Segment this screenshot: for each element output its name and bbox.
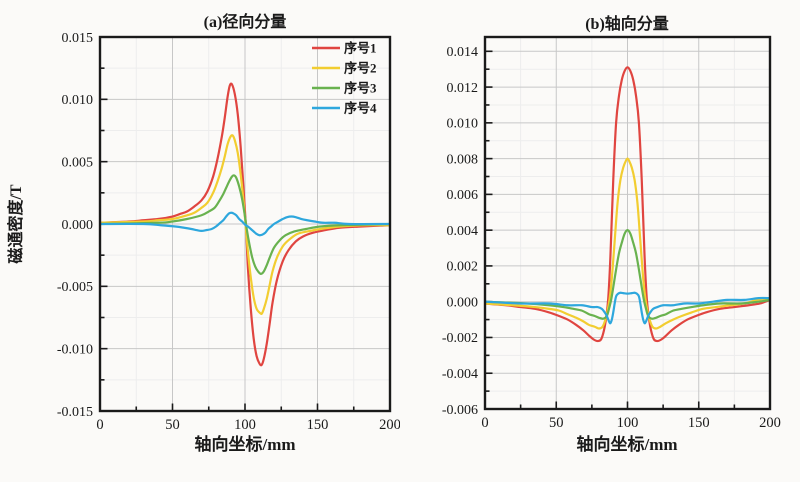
- y-tick-label: 0.006: [447, 188, 479, 203]
- x-tick-label: 0: [96, 417, 103, 433]
- x-tick-label: 100: [234, 417, 256, 433]
- y-tick-label: -0.015: [57, 405, 93, 420]
- y-tick-label: -0.002: [442, 331, 478, 346]
- y-tick-label: -0.010: [57, 342, 93, 357]
- plot-border: [98, 35, 392, 413]
- curve-series-1: [485, 66, 770, 343]
- y-tick-label: 0.014: [447, 45, 479, 60]
- curve-series-2: [485, 157, 770, 330]
- x-tick-label: 200: [759, 415, 781, 431]
- curve-series-4: [100, 211, 390, 237]
- legend-item-4: 序号4: [312, 100, 377, 115]
- x-tick-labels: 0 50 100 150 200: [96, 417, 400, 433]
- chart-axial-plot: 0.014 0.012 0.010 0.008 0.006 0.004 0.002 0.000…: [442, 35, 781, 431]
- y-tick-label: -0.004: [442, 367, 478, 382]
- x-tick-label: 150: [307, 417, 329, 433]
- legend: 序号1 序号2 序号3 序号4: [312, 40, 377, 115]
- curve-series-3: [100, 174, 390, 275]
- chart-axial-title: (b)轴向分量: [585, 16, 669, 33]
- x-tick-label: 0: [481, 415, 488, 431]
- chart-axial-x-axis-label: 轴向坐标/mm: [576, 435, 678, 454]
- x-tick-label: 200: [379, 417, 400, 433]
- grid-major: [485, 37, 770, 409]
- y-tick-label: 0.012: [447, 81, 479, 96]
- y-tick-labels: 0.015 0.010 0.005 0.000 -0.005 -0.010 -0.015: [57, 31, 93, 420]
- legend-item-1: 序号1: [312, 40, 377, 55]
- y-tick-labels: 0.014 0.012 0.010 0.008 0.006 0.004 0.002 0.000…: [442, 45, 478, 418]
- curve-series-3: [485, 229, 770, 320]
- x-tick-label: 50: [165, 417, 180, 433]
- y-tick-label: 0.010: [62, 93, 94, 108]
- x-tick-label: 150: [688, 415, 710, 431]
- legend-item-2: 序号2: [312, 60, 377, 75]
- y-tick-label: 0.015: [62, 31, 94, 46]
- x-tick-label: 50: [549, 415, 564, 431]
- y-tick-label: 0.010: [447, 117, 479, 132]
- curve-series-4: [485, 291, 770, 325]
- y-tick-label: 0.005: [62, 155, 94, 170]
- legend-label: 序号4: [344, 100, 377, 115]
- y-tick-label: 0.004: [447, 224, 479, 239]
- curves: [100, 82, 390, 367]
- y-tick-label: 0.008: [447, 152, 479, 167]
- y-tick-label: -0.006: [442, 403, 478, 418]
- chart-radial-x-axis-label: 轴向坐标/mm: [194, 435, 296, 454]
- plot-border: [483, 35, 772, 411]
- legend-item-3: 序号3: [312, 80, 377, 95]
- y-tick-label: 0.002: [447, 260, 479, 275]
- legend-label: 序号3: [344, 80, 377, 95]
- y-tick-label: -0.005: [57, 280, 93, 295]
- y-tick-label: 0.000: [447, 295, 479, 310]
- x-tick-labels: 0 50 100 150 200: [481, 415, 781, 431]
- x-tick-label: 100: [617, 415, 639, 431]
- curves: [485, 66, 770, 343]
- legend-label: 序号1: [344, 40, 377, 55]
- legend-label: 序号2: [344, 60, 377, 75]
- chart-radial-title: (a)径向分量: [203, 14, 287, 31]
- y-tick-label: 0.000: [62, 218, 94, 233]
